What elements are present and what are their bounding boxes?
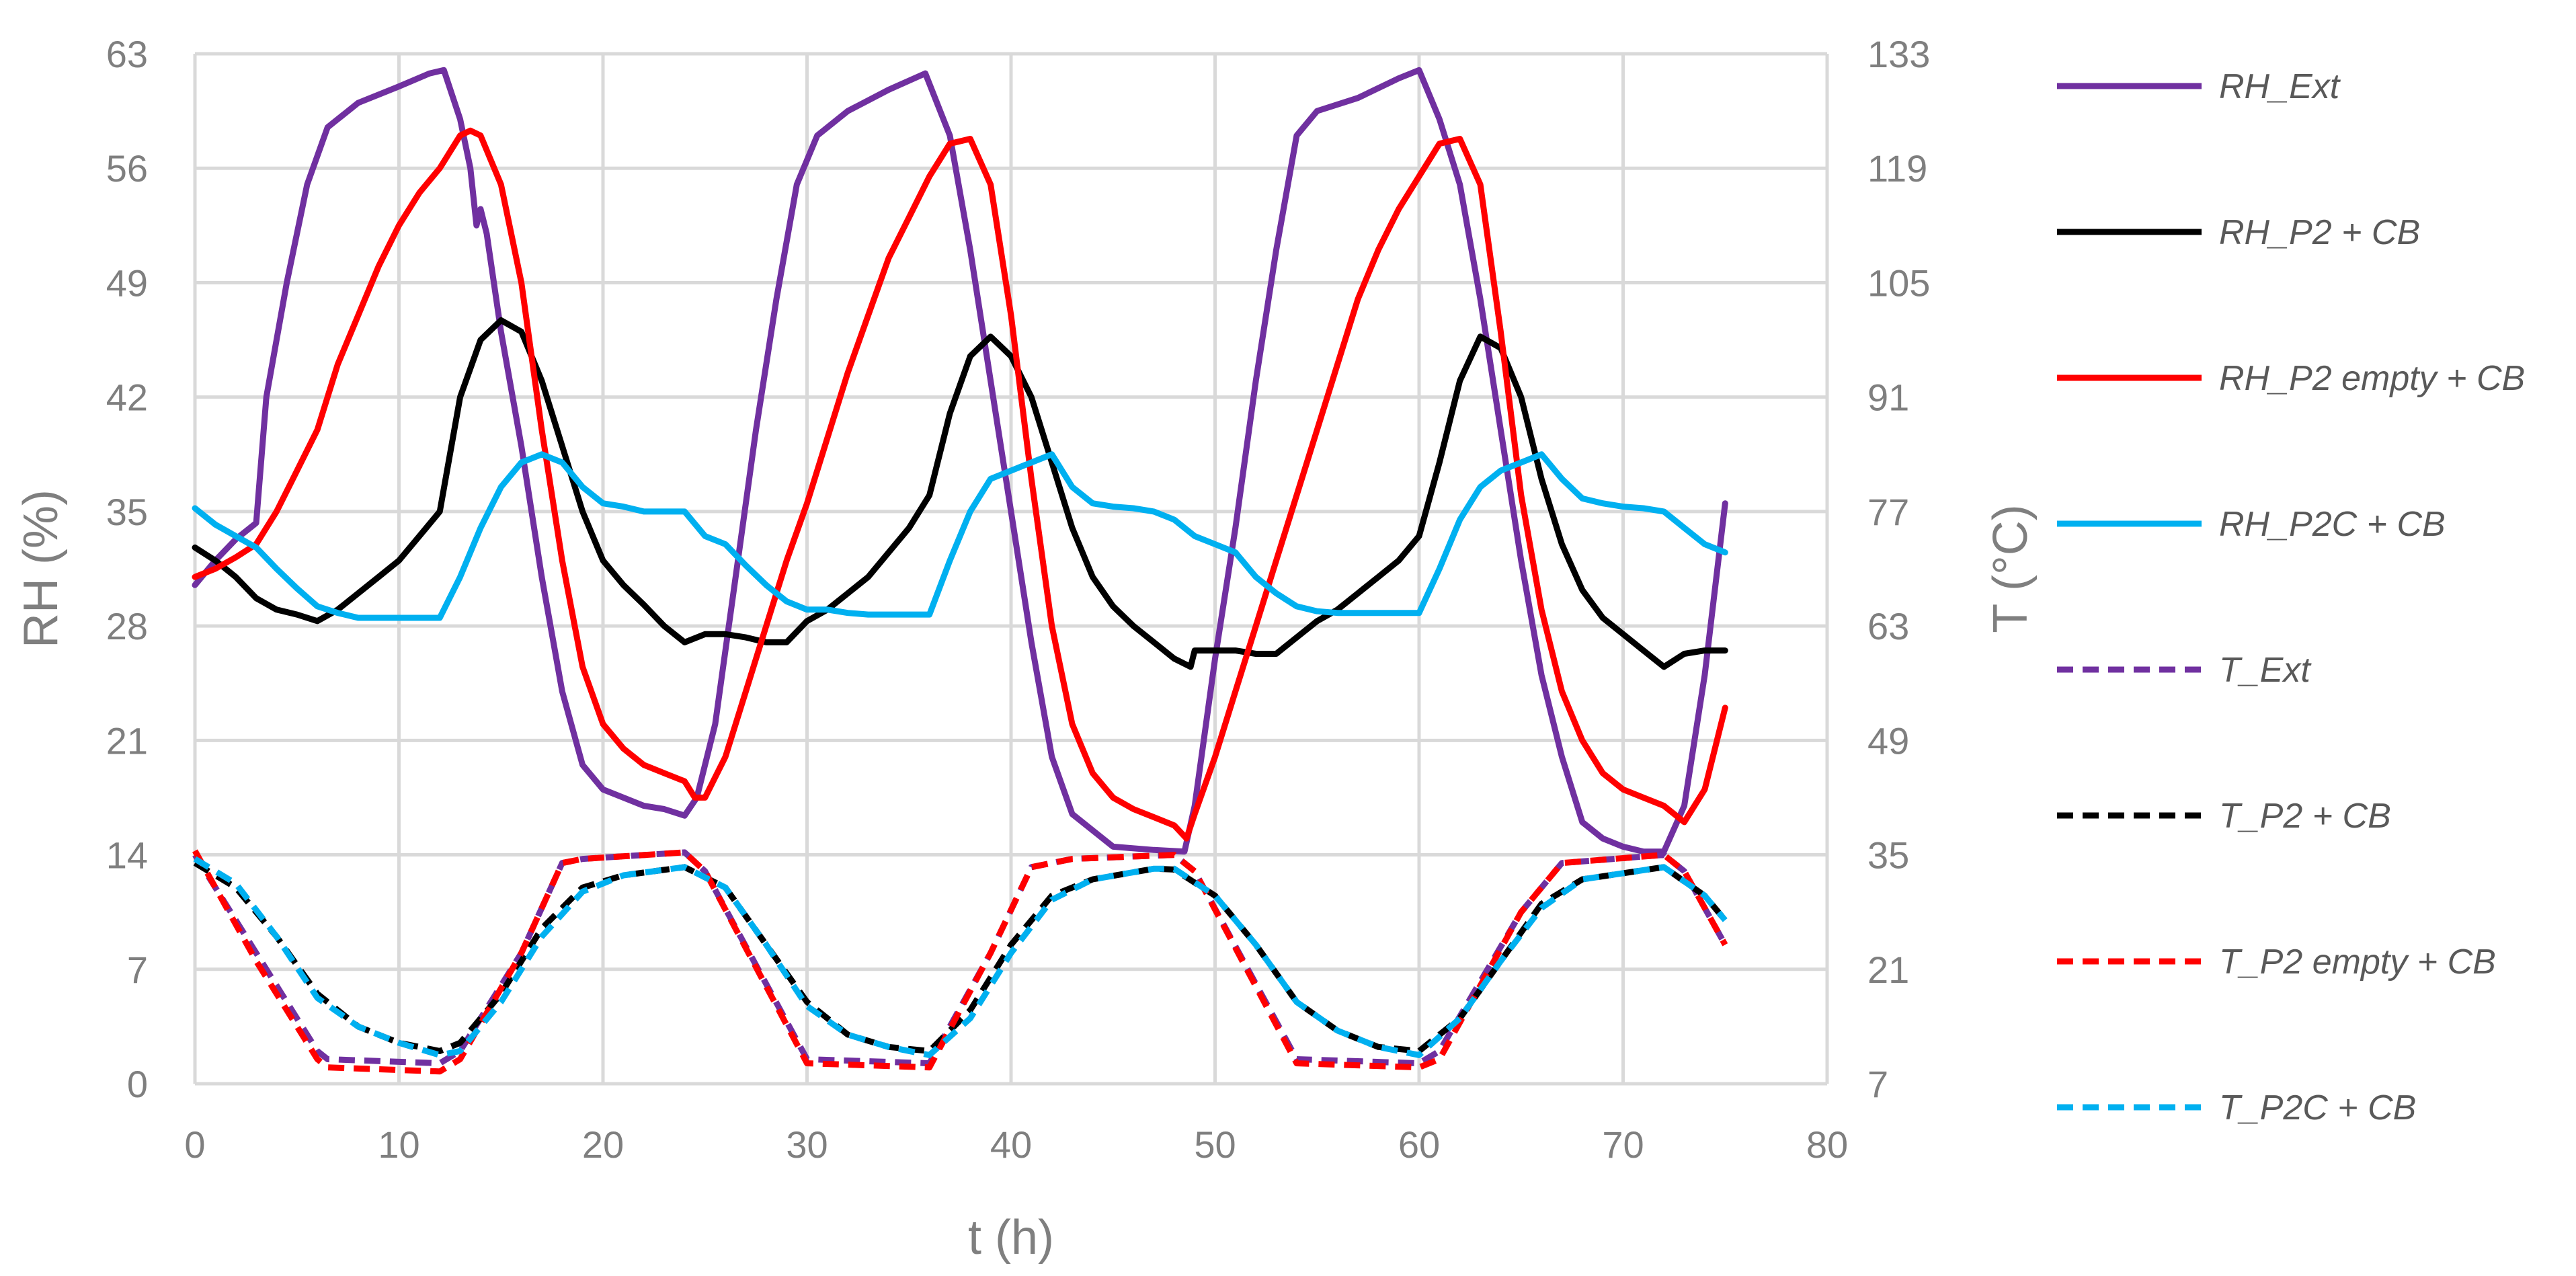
series-line-7 xyxy=(193,856,1728,1058)
x-tick-label: 30 xyxy=(786,1123,828,1166)
y-right-tick-label: 7 xyxy=(1867,1063,1888,1105)
series-line-2 xyxy=(192,127,1728,842)
legend-label-7: T_P2C + CB xyxy=(2219,1088,2416,1127)
y-left-tick-label: 14 xyxy=(106,834,148,877)
x-tick-label: 70 xyxy=(1602,1123,1644,1166)
y-left-tick-label: 0 xyxy=(127,1063,148,1105)
y-left-tick-label: 7 xyxy=(127,949,148,991)
y-right-tick-label: 105 xyxy=(1867,262,1930,304)
y-left-axis-title: RH (%) xyxy=(14,489,68,648)
legend-label-4: T_Ext xyxy=(2219,651,2312,690)
x-tick-label: 50 xyxy=(1194,1123,1236,1166)
series-line-0 xyxy=(192,67,1728,855)
legend-label-5: T_P2 + CB xyxy=(2219,797,2391,836)
series-lines xyxy=(192,67,1728,1075)
legend: RH_Ext RH_P2 + CB RH_P2 empty + CB RH_P2C +… xyxy=(2057,67,2525,1127)
x-tick-label: 60 xyxy=(1398,1123,1440,1166)
legend-label-6: T_P2 empty + CB xyxy=(2219,943,2496,982)
x-axis-title: t (h) xyxy=(968,1211,1054,1265)
y-right-tick-label: 35 xyxy=(1867,834,1909,877)
x-tick-label: 80 xyxy=(1806,1123,1848,1166)
legend-label-0: RH_Ext xyxy=(2219,67,2341,106)
y-left-tick-label: 63 xyxy=(106,33,148,75)
y-right-tick-label: 119 xyxy=(1867,147,1927,190)
y-right-tick-label: 49 xyxy=(1867,719,1909,762)
series-line-3 xyxy=(192,451,1728,621)
y-left-tick-label: 28 xyxy=(106,605,148,647)
y-right-axis-title: T (°C) xyxy=(1984,504,2038,633)
y-left-tick-label: 21 xyxy=(106,719,148,762)
legend-label-2: RH_P2 empty + CB xyxy=(2219,359,2525,398)
x-tick-label: 10 xyxy=(378,1123,419,1166)
axes: 0 7 14 21 28 35 42 49 56 63 7 21 35 49 63 77 91 105 119 133… xyxy=(14,33,2038,1265)
legend-label-3: RH_P2C + CB xyxy=(2219,505,2446,544)
y-left-tick-label: 35 xyxy=(106,491,148,533)
y-left-tick-label: 49 xyxy=(106,262,148,304)
x-tick-label: 20 xyxy=(582,1123,624,1166)
y-right-tick-label: 91 xyxy=(1867,376,1909,419)
x-tick-label: 0 xyxy=(184,1123,205,1166)
legend-label-1: RH_P2 + CB xyxy=(2219,213,2420,252)
y-right-tick-label: 63 xyxy=(1867,605,1909,647)
grid-lines xyxy=(193,52,1829,1086)
series-line-6 xyxy=(192,849,1728,1075)
y-right-tick-label: 133 xyxy=(1867,33,1930,75)
y-right-tick-label: 21 xyxy=(1867,949,1909,991)
y-right-tick-label: 77 xyxy=(1867,491,1909,533)
y-left-tick-label: 42 xyxy=(106,376,148,419)
series-line-1 xyxy=(192,317,1728,670)
y-left-tick-label: 56 xyxy=(106,147,148,190)
x-tick-label: 40 xyxy=(990,1123,1032,1166)
